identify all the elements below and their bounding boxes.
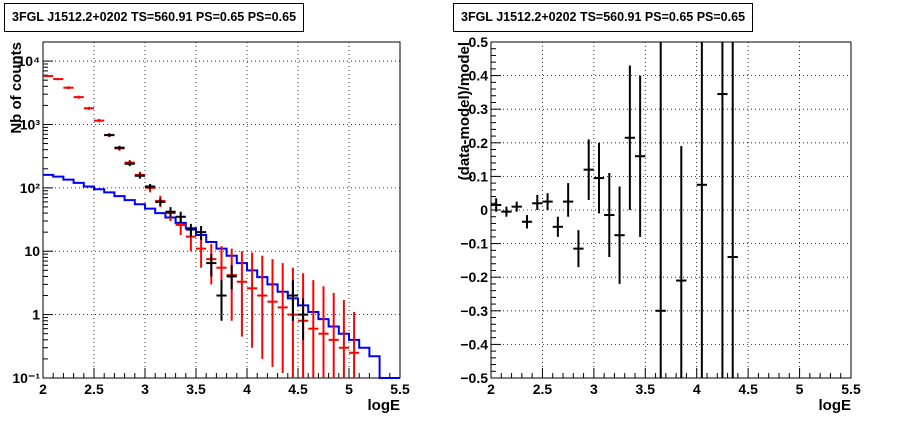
x-axis-title: logE: [368, 397, 401, 414]
x-tick-label: 3: [590, 381, 598, 397]
counts-chart-title: 3FGL J1512.2+0202 TS=560.91 PS=0.65 PS=0…: [4, 3, 305, 32]
y-tick-label: 10²: [20, 180, 41, 196]
y-tick-label: −0.5: [460, 370, 488, 386]
x-tick-label: 5.5: [841, 381, 861, 397]
x-tick-label: 5: [796, 381, 804, 397]
y-tick-label: 0.3: [469, 101, 489, 117]
x-tick-label: 3: [141, 381, 149, 397]
y-tick-label: 0.2: [469, 135, 489, 151]
y-tick-label: 0: [480, 202, 488, 218]
y-tick-label: 0.5: [469, 34, 489, 50]
y-tick-label: 0.1: [469, 168, 489, 184]
x-axis-title: logE: [819, 397, 852, 414]
y-tick-label: 10⁴: [18, 53, 41, 69]
y-tick-label: 10: [24, 243, 40, 259]
y-tick-label: −0.2: [460, 269, 488, 285]
y-tick-label: −0.4: [460, 336, 488, 352]
y-tick-label: 10⁻¹: [12, 370, 40, 386]
x-tick-label: 5: [345, 381, 353, 397]
x-tick-label: 4.5: [288, 381, 308, 397]
x-tick-label: 3.5: [186, 381, 206, 397]
x-tick-label: 4: [693, 381, 701, 397]
x-tick-label: 4: [243, 381, 251, 397]
counts-panel: 2 2.5 3 3.5 4 4.5 5 5.5 10⁻¹ 1 10 10² 10³ 10⁴ logE Nb o…: [0, 0, 449, 421]
x-tick-label: 2: [487, 381, 495, 397]
x-tick-label: 3.5: [636, 381, 656, 397]
y-axis-title: (data-model)/model: [456, 42, 473, 180]
y-tick-label: −0.1: [460, 236, 488, 252]
residuals-panel: 2 2.5 3 3.5 4 4.5 5 5.5 −0.5 −0.4 −0.3 −0.2 −0.1 0 0.1…: [449, 0, 898, 421]
series-blue-step: [43, 173, 400, 379]
x-tick-label: 5.5: [390, 381, 410, 397]
counts-spectrum-chart: 2 2.5 3 3.5 4 4.5 5 5.5 10⁻¹ 1 10 10² 10³ 10⁴ logE Nb o…: [8, 41, 410, 414]
y-tick-label: 1: [32, 307, 40, 323]
y-tick-label: −0.3: [460, 303, 488, 319]
residuals-chart-title: 3FGL J1512.2+0202 TS=560.91 PS=0.65 PS=0…: [453, 3, 754, 32]
plot-frame: [42, 41, 401, 379]
residuals-chart: 2 2.5 3 3.5 4 4.5 5 5.5 −0.5 −0.4 −0.3 −0.2 −0.1 0 0.1…: [456, 34, 861, 414]
x-tick-label: 2: [39, 381, 47, 397]
y-tick-label: 10³: [20, 116, 41, 132]
x-tick-label: 2.5: [533, 381, 553, 397]
y-axis-title: Nb of counts: [8, 42, 25, 134]
y-tick-label: 0.4: [469, 68, 489, 84]
x-tick-label: 2.5: [84, 381, 104, 397]
x-tick-label: 4.5: [738, 381, 758, 397]
